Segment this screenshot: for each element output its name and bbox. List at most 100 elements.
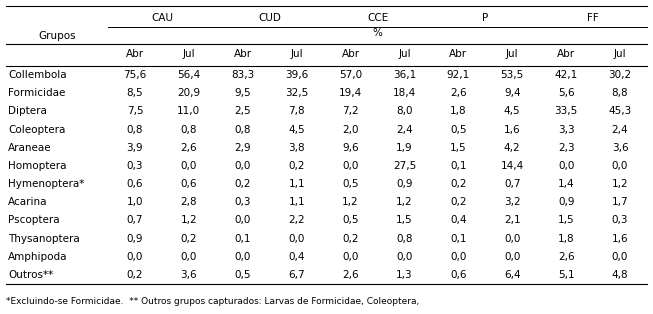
Text: 0,9: 0,9	[396, 179, 413, 189]
Text: 1,1: 1,1	[289, 197, 305, 207]
Text: 4,2: 4,2	[504, 143, 520, 153]
Text: Homoptera: Homoptera	[8, 161, 67, 171]
Text: 0,0: 0,0	[181, 161, 197, 171]
Text: 1,4: 1,4	[558, 179, 575, 189]
Text: 0,0: 0,0	[342, 161, 358, 171]
Text: CAU: CAU	[151, 13, 173, 23]
Text: 1,2: 1,2	[396, 197, 413, 207]
Text: 0,2: 0,2	[450, 197, 467, 207]
Text: P: P	[482, 13, 488, 23]
Text: 0,1: 0,1	[234, 234, 251, 244]
Text: 56,4: 56,4	[177, 70, 200, 80]
Text: 2,0: 2,0	[342, 125, 358, 135]
Text: Coleoptera: Coleoptera	[8, 125, 65, 135]
Text: Outros**: Outros**	[8, 270, 54, 280]
Text: Formicidae: Formicidae	[8, 88, 65, 98]
Text: 14,4: 14,4	[501, 161, 524, 171]
Text: 0,0: 0,0	[127, 252, 143, 262]
Text: CUD: CUD	[259, 13, 281, 23]
Text: 0,0: 0,0	[396, 252, 413, 262]
Text: 92,1: 92,1	[447, 70, 470, 80]
Text: 1,9: 1,9	[396, 143, 413, 153]
Text: 45,3: 45,3	[609, 106, 631, 116]
Text: 0,1: 0,1	[450, 161, 467, 171]
Text: 3,3: 3,3	[558, 125, 575, 135]
Text: 0,8: 0,8	[127, 125, 143, 135]
Text: 0,6: 0,6	[450, 270, 467, 280]
Text: 2,1: 2,1	[504, 215, 520, 225]
Text: 1,8: 1,8	[558, 234, 575, 244]
Text: 2,6: 2,6	[558, 252, 575, 262]
Text: 0,9: 0,9	[127, 234, 143, 244]
Text: Jul: Jul	[506, 49, 518, 59]
Text: 5,1: 5,1	[558, 270, 575, 280]
Text: Jul: Jul	[614, 49, 626, 59]
Text: Diptera: Diptera	[8, 106, 47, 116]
Text: 32,5: 32,5	[285, 88, 308, 98]
Text: 0,5: 0,5	[342, 215, 358, 225]
Text: 2,3: 2,3	[558, 143, 575, 153]
Text: 9,5: 9,5	[234, 88, 251, 98]
Text: 0,3: 0,3	[612, 215, 628, 225]
Text: 0,4: 0,4	[289, 252, 305, 262]
Text: Jul: Jul	[291, 49, 303, 59]
Text: Thysanoptera: Thysanoptera	[8, 234, 80, 244]
Text: 0,3: 0,3	[127, 161, 143, 171]
Text: 7,2: 7,2	[342, 106, 359, 116]
Text: Abr: Abr	[449, 49, 468, 59]
Text: 0,8: 0,8	[234, 125, 251, 135]
Text: 1,3: 1,3	[396, 270, 413, 280]
Text: 1,1: 1,1	[289, 179, 305, 189]
Text: 0,2: 0,2	[127, 270, 143, 280]
Text: 2,4: 2,4	[396, 125, 413, 135]
Text: 0,0: 0,0	[504, 252, 520, 262]
Text: 2,9: 2,9	[234, 143, 251, 153]
Text: 0,8: 0,8	[181, 125, 197, 135]
Text: Jul: Jul	[183, 49, 195, 59]
Text: 0,7: 0,7	[127, 215, 143, 225]
Text: FF: FF	[587, 13, 599, 23]
Text: %: %	[373, 28, 383, 38]
Text: Jul: Jul	[398, 49, 411, 59]
Text: 39,6: 39,6	[285, 70, 308, 80]
Text: 0,2: 0,2	[450, 179, 467, 189]
Text: 0,0: 0,0	[289, 234, 305, 244]
Text: 57,0: 57,0	[339, 70, 362, 80]
Text: Abr: Abr	[557, 49, 575, 59]
Text: 83,3: 83,3	[231, 70, 255, 80]
Text: 0,3: 0,3	[234, 197, 251, 207]
Text: 0,7: 0,7	[504, 179, 520, 189]
Text: 0,2: 0,2	[289, 161, 305, 171]
Text: Abr: Abr	[234, 49, 252, 59]
Text: 0,9: 0,9	[558, 197, 575, 207]
Text: 0,5: 0,5	[450, 125, 467, 135]
Text: 0,0: 0,0	[612, 161, 628, 171]
Text: 2,6: 2,6	[342, 270, 359, 280]
Text: 3,6: 3,6	[180, 270, 197, 280]
Text: 0,0: 0,0	[558, 161, 575, 171]
Text: 6,7: 6,7	[289, 270, 305, 280]
Text: 1,8: 1,8	[450, 106, 467, 116]
Text: 6,4: 6,4	[504, 270, 520, 280]
Text: 2,8: 2,8	[180, 197, 197, 207]
Text: 0,2: 0,2	[181, 234, 197, 244]
Text: 1,5: 1,5	[450, 143, 467, 153]
Text: 4,8: 4,8	[612, 270, 628, 280]
Text: CCE: CCE	[367, 13, 388, 23]
Text: 0,2: 0,2	[342, 234, 358, 244]
Text: 27,5: 27,5	[393, 161, 416, 171]
Text: 0,0: 0,0	[234, 161, 251, 171]
Text: 3,9: 3,9	[127, 143, 143, 153]
Text: 0,8: 0,8	[396, 234, 413, 244]
Text: 2,6: 2,6	[450, 88, 467, 98]
Text: 1,2: 1,2	[180, 215, 197, 225]
Text: 0,4: 0,4	[450, 215, 467, 225]
Text: 0,0: 0,0	[234, 252, 251, 262]
Text: Acarina: Acarina	[8, 197, 48, 207]
Text: 8,8: 8,8	[612, 88, 628, 98]
Text: 8,0: 8,0	[396, 106, 413, 116]
Text: Pscoptera: Pscoptera	[8, 215, 59, 225]
Text: *Excluindo-se Formicidae.  ** Outros grupos capturados: Larvas de Formicidae, Co: *Excluindo-se Formicidae. ** Outros grup…	[6, 297, 419, 306]
Text: 0,0: 0,0	[181, 252, 197, 262]
Text: 0,0: 0,0	[342, 252, 358, 262]
